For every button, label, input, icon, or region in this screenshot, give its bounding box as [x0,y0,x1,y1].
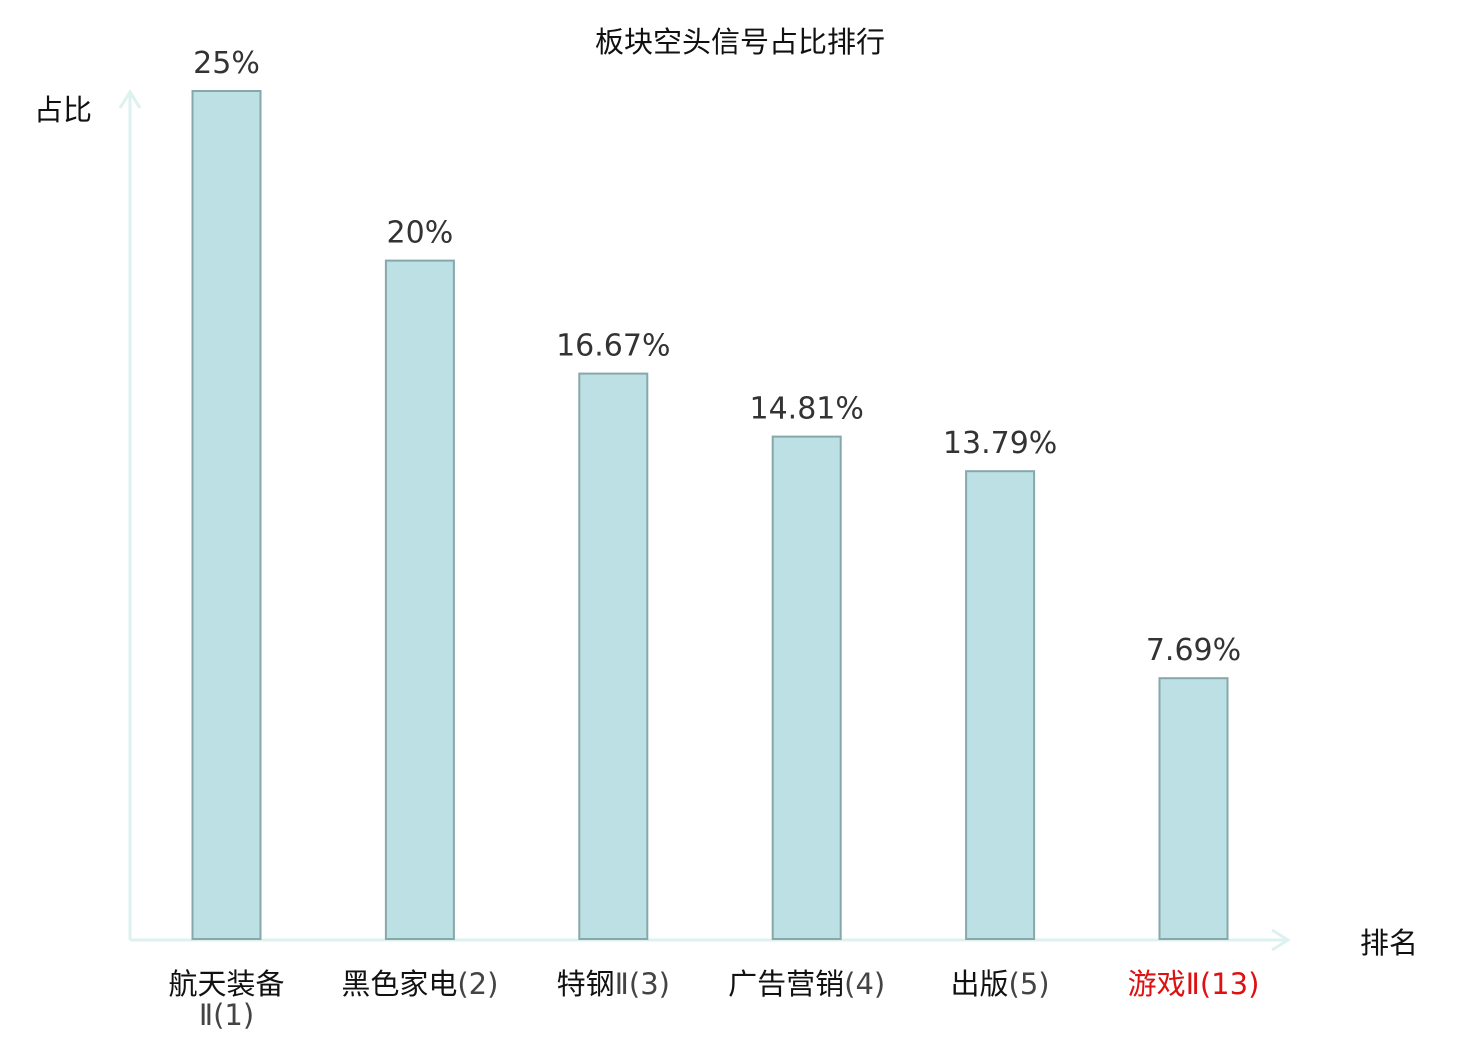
y-axis-label: 占比 [34,93,92,127]
category-rank: Ⅱ(1) [199,998,254,1032]
category-label: 特钢Ⅱ(3) [557,967,670,1001]
category-rank: (5) [1009,967,1050,1001]
category-label: 黑色家电(2) [341,967,498,1001]
category-rank: (2) [457,967,498,1001]
category-label: 出版(5) [951,967,1050,1001]
x-axis-arrow-icon [1271,928,1291,952]
category-name: 特钢 [557,967,615,1001]
category-label: 广告营销(4) [728,967,885,1001]
bar [578,372,649,941]
category-name: 广告营销 [728,967,844,1001]
value-label: 20% [387,216,454,251]
category-rank: Ⅱ(13) [1186,967,1260,1001]
value-labels-group: 25% 20% 16.67% 14.81% 13.79% 7.69% [193,46,1241,668]
category-labels-group: 航天装备 Ⅱ(1) 黑色家电(2) 特钢Ⅱ(3) 广告营销(4) 出版(5) 游戏Ⅱ(13) [168,967,1259,1032]
category-rank: (4) [844,967,885,1001]
category-label: 航天装备 Ⅱ(1) [168,967,284,1032]
bar [965,470,1036,940]
value-label: 25% [193,46,260,81]
value-label: 7.69% [1146,633,1241,668]
bars-group [191,90,1229,941]
category-rank: Ⅱ(3) [615,967,670,1001]
value-label: 13.79% [943,426,1057,461]
chart-title: 板块空头信号占比排行 [595,25,885,59]
category-label: 游戏Ⅱ(13) [1128,967,1260,1001]
bar [384,259,455,941]
x-axis-label: 排名 [1360,926,1418,960]
category-name: 出版 [951,967,1009,1001]
y-axis-arrow-icon [118,89,142,109]
category-name: 航天装备 [168,967,284,1001]
axes [118,89,1291,952]
category-name: 游戏 [1128,967,1186,1001]
bar [771,435,842,940]
bar [1158,677,1229,940]
category-name: 黑色家电 [341,967,457,1001]
bar [191,90,262,940]
value-label: 16.67% [556,329,670,364]
value-label: 14.81% [750,392,864,427]
